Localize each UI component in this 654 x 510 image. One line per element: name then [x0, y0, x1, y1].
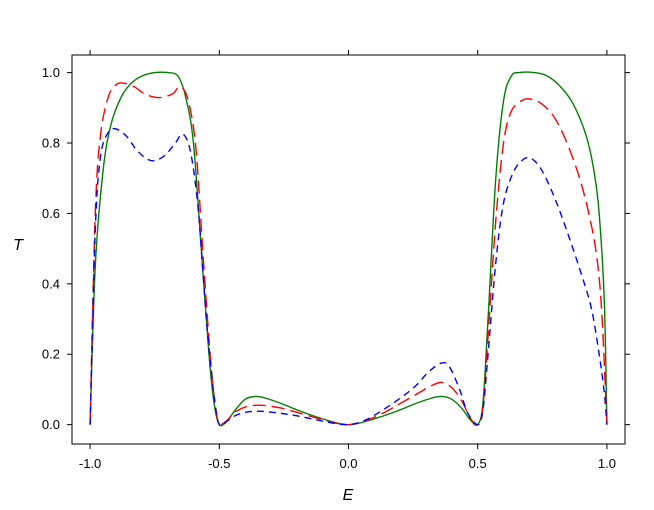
y-tick-label: 0.2 [42, 347, 60, 362]
series-lines [89, 71, 608, 427]
y-tick-label: 0.6 [42, 206, 60, 221]
x-tick-label: 0.0 [339, 456, 357, 471]
series-line-3 [89, 127, 608, 427]
x-tick-label: 0.5 [469, 456, 487, 471]
y-tick-label: 0.8 [42, 136, 60, 151]
plot-frame [71, 54, 626, 445]
x-tick-label: 1.0 [598, 456, 616, 471]
axis-ticks: -1.0 -0.5 0.0 0.5 1.0 0.0 0.2 0.4 0.6 0.8 1.0 [42, 50, 630, 471]
y-tick-label: 0.4 [42, 276, 60, 291]
x-axis-label: E [343, 487, 354, 504]
y-tick-label: 0.0 [42, 417, 60, 432]
x-tick-label: -0.5 [208, 456, 230, 471]
x-tick-label: -1.0 [79, 456, 101, 471]
y-tick-label: 1.0 [42, 65, 60, 80]
series-line-2 [89, 82, 608, 426]
series-line-1 [89, 71, 608, 427]
y-axis-label: T [13, 237, 24, 254]
